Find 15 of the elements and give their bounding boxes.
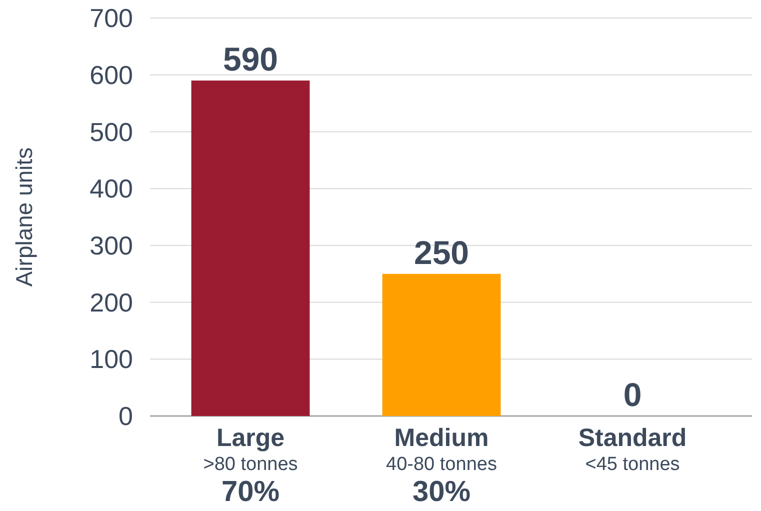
y-tick-label: 100 xyxy=(90,344,133,374)
y-tick-label: 300 xyxy=(90,230,133,261)
y-tick-label: 0 xyxy=(118,401,133,432)
x-tick-label: Medium 40-80 tonnes 30% xyxy=(386,424,497,508)
y-tick-label: 200 xyxy=(90,287,133,318)
y-tick-label: 500 xyxy=(90,116,133,147)
data-label: 250 xyxy=(414,234,470,271)
x-tick-label: Large >80 tonnes 70% xyxy=(203,424,298,508)
data-label: 590 xyxy=(222,40,278,78)
x-tick-label: Standard <45 tonnes xyxy=(578,424,687,475)
y-tick-label: 700 xyxy=(90,3,133,34)
y-tick-label: 400 xyxy=(90,174,133,204)
data-label: 0 xyxy=(623,376,642,413)
y-axis-title: Airplane units xyxy=(11,147,37,287)
y-tick-label: 600 xyxy=(90,60,133,90)
